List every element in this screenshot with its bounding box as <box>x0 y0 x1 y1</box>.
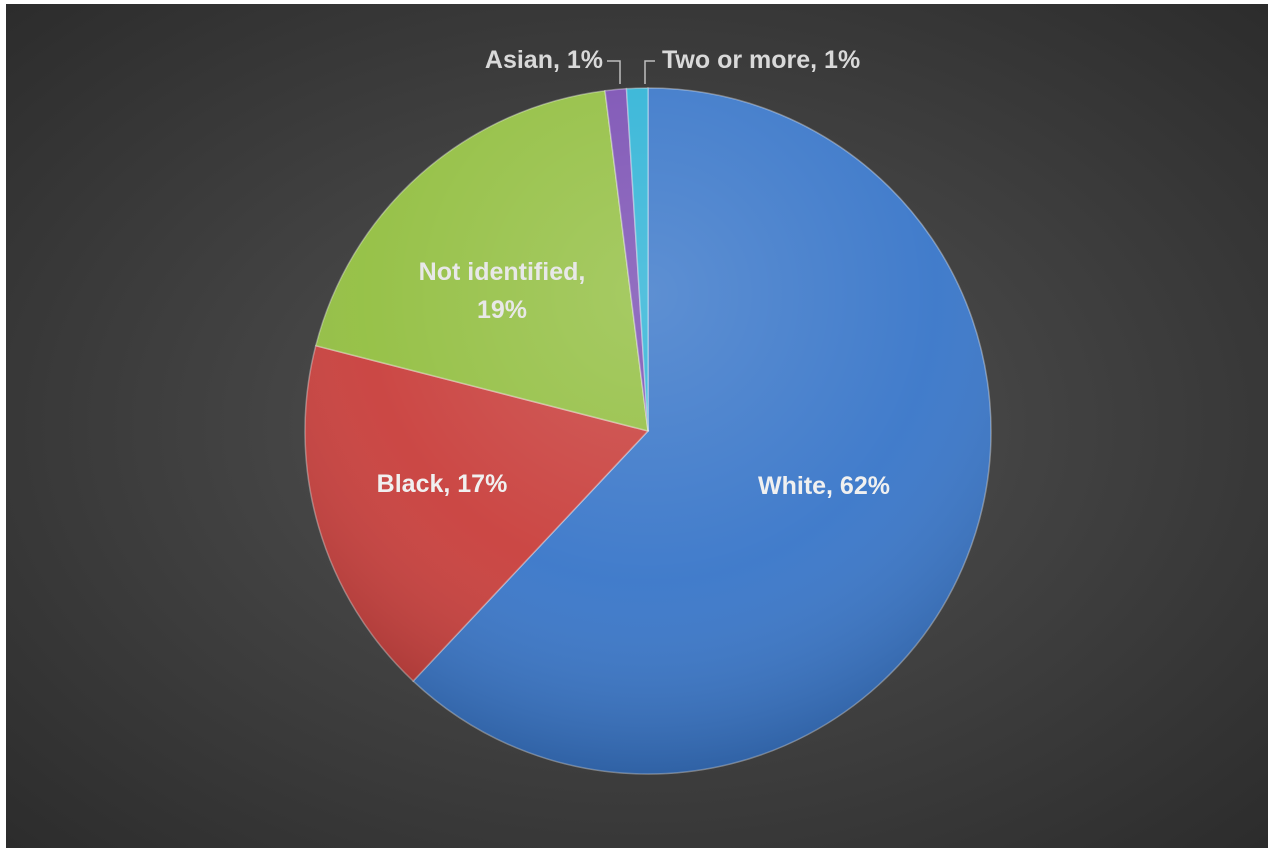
leader-line-two-or-more <box>644 60 655 84</box>
data-label-not-identified: Not identified, 19% <box>419 258 586 324</box>
data-label-two-or-more: Two or more, 1% <box>662 46 860 74</box>
data-label-asian: Asian, 1% <box>485 46 603 74</box>
pie-slices <box>304 87 992 775</box>
data-labels: White, 62% Black, 17% Not identified, 19% As… <box>377 46 890 500</box>
data-label-white: White, 62% <box>758 472 890 500</box>
data-label-black: Black, 17% <box>377 470 508 498</box>
leader-line-asian <box>607 60 621 84</box>
leader-lines <box>607 60 655 84</box>
